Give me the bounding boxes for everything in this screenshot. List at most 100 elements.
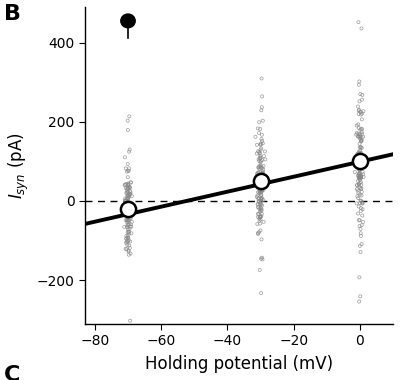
Point (127, 189, 134, 195)
Point (359, 111, 365, 117)
Point (256, 174, 262, 180)
Point (356, 217, 363, 223)
Point (122, 198, 128, 204)
Point (254, 201, 261, 207)
Point (259, 131, 265, 138)
Point (258, 192, 264, 198)
Point (258, 195, 265, 201)
Point (360, 174, 367, 180)
Point (257, 159, 264, 165)
Point (256, 166, 263, 172)
Point (126, 242, 132, 249)
Point (124, 201, 131, 207)
Point (356, 151, 363, 157)
Point (358, 160, 365, 166)
Point (124, 195, 130, 201)
Point (255, 156, 262, 162)
Point (255, 185, 261, 191)
Point (262, 149, 268, 155)
Point (356, 181, 362, 187)
Point (354, 351, 361, 357)
Point (258, 205, 264, 211)
Point (127, 223, 134, 230)
Point (356, 274, 362, 280)
Point (124, 219, 130, 225)
Point (257, 201, 264, 207)
Point (255, 211, 261, 217)
Point (125, 195, 132, 201)
Point (125, 185, 132, 191)
Point (257, 142, 264, 148)
Point (127, 192, 133, 198)
Point (255, 125, 261, 131)
Point (358, 126, 364, 132)
Point (357, 134, 363, 140)
Point (357, 133, 363, 139)
Point (257, 185, 264, 191)
Point (358, 241, 365, 247)
Point (255, 189, 261, 195)
Point (258, 214, 264, 220)
Point (356, 171, 362, 177)
Point (259, 174, 266, 180)
Point (356, 204, 362, 210)
Point (259, 93, 265, 100)
Point (256, 130, 262, 136)
Point (359, 162, 365, 168)
Point (126, 252, 132, 258)
Point (126, 226, 133, 232)
Point (123, 235, 130, 241)
Point (260, 197, 266, 203)
Point (356, 167, 362, 173)
Point (256, 211, 262, 217)
Point (124, 207, 130, 214)
Point (355, 103, 361, 109)
Point (256, 119, 262, 125)
Point (357, 136, 364, 142)
Point (128, 214, 134, 220)
Point (359, 97, 365, 103)
Point (124, 193, 130, 199)
Point (259, 104, 265, 110)
Point (126, 191, 132, 197)
Point (124, 199, 131, 205)
Point (255, 204, 261, 211)
Point (354, 122, 360, 128)
Point (357, 226, 364, 232)
Point (357, 157, 364, 163)
Point (360, 171, 366, 177)
Point (360, 108, 366, 114)
Point (126, 205, 133, 211)
Point (356, 108, 362, 114)
X-axis label: Holding potential (mV): Holding potential (mV) (145, 355, 333, 373)
Y-axis label: $I_{syn}$ (pA): $I_{syn}$ (pA) (7, 132, 31, 199)
Point (256, 188, 263, 194)
Point (356, 107, 362, 113)
Point (125, 233, 131, 239)
Point (124, 209, 131, 215)
Point (256, 172, 262, 178)
Point (354, 161, 361, 167)
Point (358, 174, 364, 180)
Point (358, 111, 364, 117)
Point (356, 180, 363, 186)
Point (259, 157, 266, 163)
Point (259, 203, 265, 209)
Point (255, 195, 262, 201)
Point (358, 208, 364, 214)
Point (125, 193, 131, 199)
Point (124, 168, 130, 174)
Point (357, 175, 364, 181)
Point (356, 125, 362, 131)
Point (259, 187, 265, 193)
Point (358, 135, 365, 141)
Point (355, 133, 362, 139)
Point (126, 192, 132, 198)
Point (358, 230, 364, 236)
Point (357, 173, 364, 179)
Point (127, 245, 133, 251)
Point (128, 180, 134, 186)
Point (260, 163, 267, 169)
Point (124, 242, 130, 248)
Point (356, 176, 362, 182)
